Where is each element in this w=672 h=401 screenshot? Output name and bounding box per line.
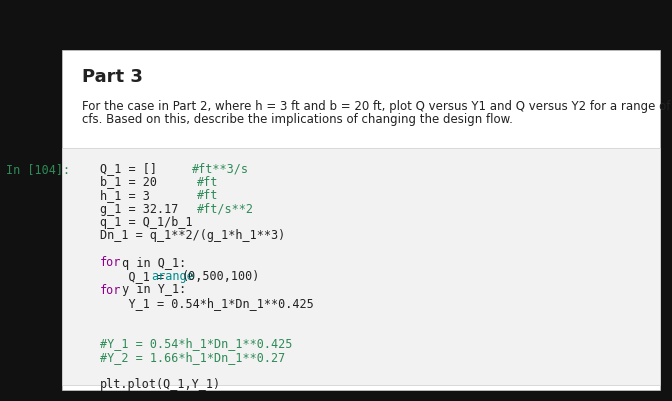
Text: b_1 = 20: b_1 = 20 (100, 176, 157, 188)
Text: Part 3: Part 3 (82, 68, 143, 86)
Text: plt.plot(Q_1,Y_1): plt.plot(Q_1,Y_1) (100, 378, 221, 391)
Text: for: for (100, 257, 122, 269)
Text: g_1 = 32.17: g_1 = 32.17 (100, 203, 178, 215)
Text: for: for (100, 284, 122, 296)
Text: For the case in Part 2, where h = 3 ft and b = 20 ft, plot Q versus Y1 and Q ver: For the case in Part 2, where h = 3 ft a… (82, 100, 672, 113)
Text: q_1 = Q_1/b_1: q_1 = Q_1/b_1 (100, 216, 193, 229)
Text: (0,500,100): (0,500,100) (181, 270, 260, 283)
Bar (62, 148, 660, 385)
Text: In [104]:: In [104]: (6, 163, 70, 176)
Text: Dn_1 = q_1**2/(g_1*h_1**3): Dn_1 = q_1**2/(g_1*h_1**3) (100, 229, 285, 243)
Text: Q_1 =: Q_1 = (100, 270, 171, 283)
Text: #ft: #ft (197, 189, 218, 202)
Text: #ft/s**2: #ft/s**2 (197, 203, 254, 215)
Text: Y_1 = 0.54*h_1*Dn_1**0.425: Y_1 = 0.54*h_1*Dn_1**0.425 (100, 297, 314, 310)
Text: Q_1 = []: Q_1 = [] (100, 162, 157, 175)
Bar (62, 50, 660, 390)
Text: #ft**3/s: #ft**3/s (192, 162, 249, 175)
Text: #ft: #ft (197, 176, 218, 188)
Text: #Y_2 = 1.66*h_1*Dn_1**0.27: #Y_2 = 1.66*h_1*Dn_1**0.27 (100, 351, 285, 364)
Text: arange: arange (151, 270, 194, 283)
Text: q in Q_1:: q in Q_1: (116, 257, 187, 269)
Text: h_1 = 3: h_1 = 3 (100, 189, 150, 202)
Text: cfs. Based on this, describe the implications of changing the design flow.: cfs. Based on this, describe the implica… (82, 113, 513, 126)
Text: #Y_1 = 0.54*h_1*Dn_1**0.425: #Y_1 = 0.54*h_1*Dn_1**0.425 (100, 338, 292, 350)
Text: y in Y_1:: y in Y_1: (116, 284, 187, 296)
